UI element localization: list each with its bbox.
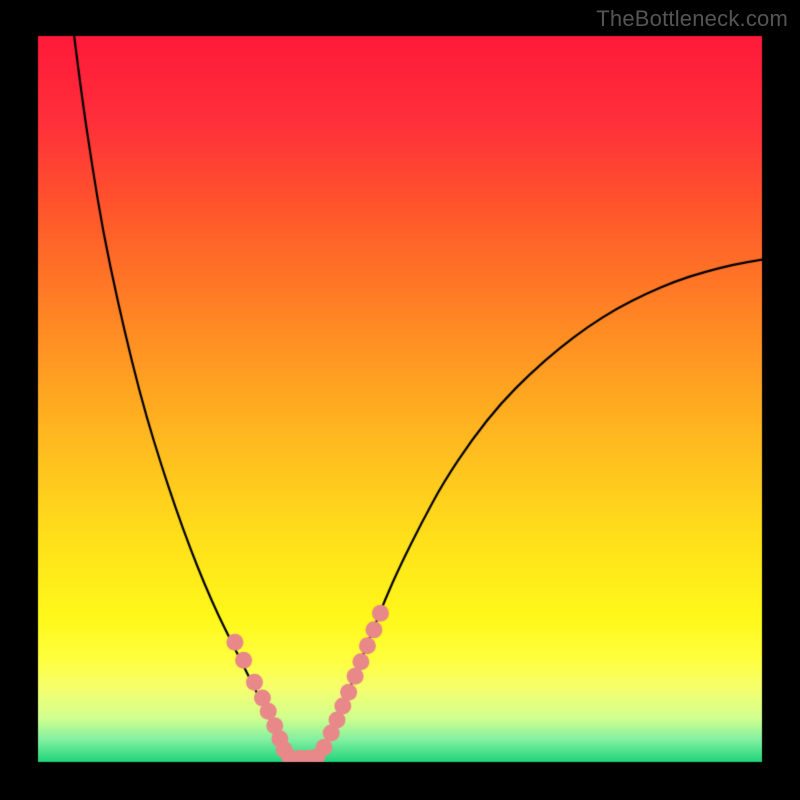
chart-container: TheBottleneck.com bbox=[0, 0, 800, 800]
chart-canvas bbox=[0, 0, 800, 800]
watermark-text: TheBottleneck.com bbox=[596, 6, 788, 32]
